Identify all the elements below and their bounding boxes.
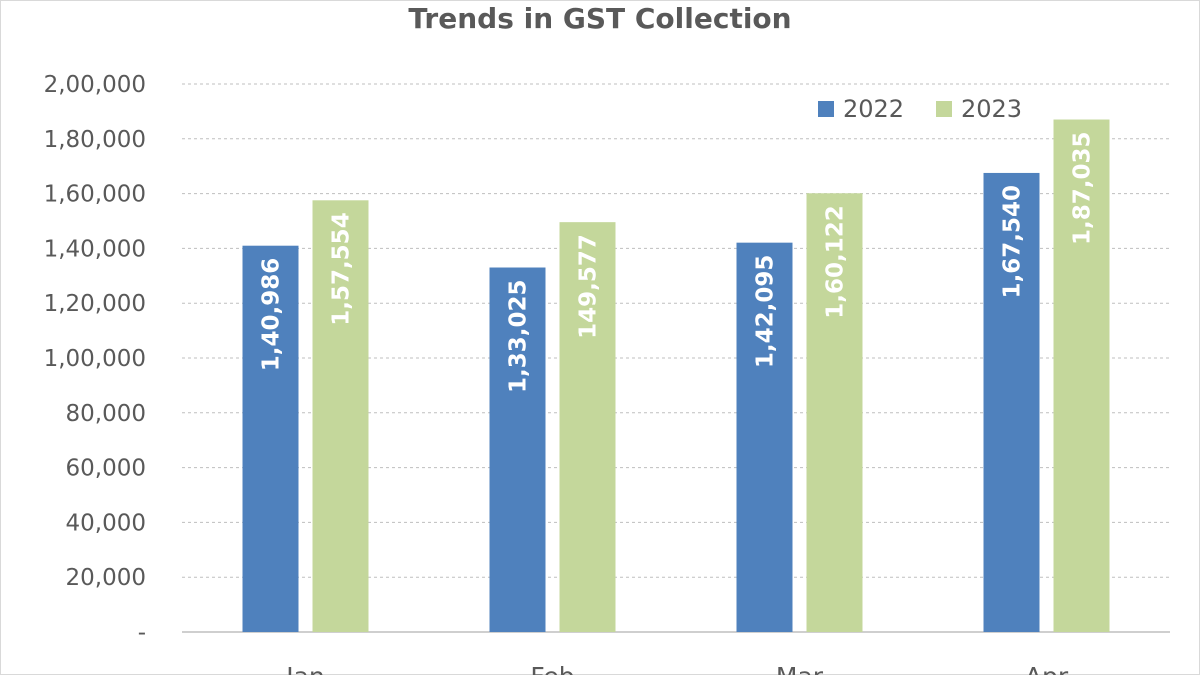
bar-2023-Jan — [312, 200, 369, 632]
bar-2022-Mar — [736, 242, 793, 632]
legend-swatch-2022 — [818, 101, 834, 117]
y-tick-label: 20,000 — [66, 565, 146, 591]
y-tick-label: 1,00,000 — [44, 346, 146, 372]
y-axis: - 20,000 40,000 60,000 80,000 1,00,000 1,20,00… — [44, 72, 146, 646]
y-tick-label: 1,80,000 — [44, 127, 146, 153]
data-label: 1,40,986 — [259, 258, 285, 372]
data-label: 1,87,035 — [1070, 132, 1096, 246]
y-tick-label: 1,40,000 — [44, 236, 146, 262]
data-label: 1,67,540 — [1000, 185, 1026, 299]
legend-swatch-2023 — [936, 101, 952, 117]
y-tick-label: 40,000 — [66, 510, 146, 536]
x-tick-label: Jan — [284, 662, 325, 675]
y-tick-label: 2,00,000 — [44, 72, 146, 98]
data-label: 1,57,554 — [329, 212, 355, 326]
y-tick-label: 1,60,000 — [44, 182, 146, 208]
bar-2023-Mar — [806, 193, 863, 632]
bar-2022-Jan — [242, 245, 299, 632]
data-label: 1,42,095 — [753, 255, 779, 369]
chart-title: Trends in GST Collection — [408, 2, 791, 35]
y-tick-label: - — [138, 620, 146, 646]
data-label: 1,33,025 — [506, 280, 532, 394]
bar-2023-Apr — [1053, 119, 1110, 632]
x-tick-label: Feb — [530, 662, 574, 675]
bar-2022-Apr — [983, 172, 1040, 632]
legend: 2022 2023 — [818, 95, 1022, 123]
x-tick-label: Apr — [1025, 662, 1069, 675]
bar-2023-Feb — [559, 222, 616, 632]
bars: 1,40,986 1,57,554 1,33,025 149,577 1,42,095 1… — [242, 119, 1110, 632]
x-axis: Jan Feb Mar Apr — [284, 662, 1069, 675]
bar-2022-Feb — [489, 267, 546, 632]
y-tick-label: 80,000 — [66, 401, 146, 427]
data-label: 149,577 — [576, 234, 602, 339]
x-tick-label: Mar — [776, 662, 824, 675]
data-label: 1,60,122 — [823, 205, 849, 319]
legend-label: 2022 — [843, 95, 904, 123]
y-tick-label: 1,20,000 — [44, 291, 146, 317]
y-tick-label: 60,000 — [66, 456, 146, 482]
legend-label: 2023 — [961, 95, 1022, 123]
